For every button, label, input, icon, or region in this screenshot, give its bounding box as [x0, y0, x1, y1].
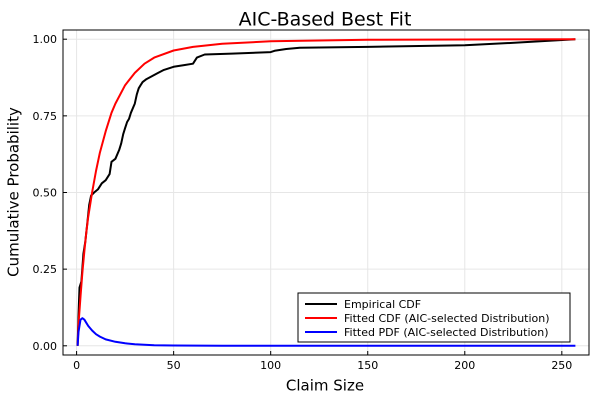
x-tick-label: 250 [551, 359, 572, 372]
y-axis-label: Cumulative Probability [5, 107, 23, 277]
y-tick-label: 1.00 [33, 33, 58, 46]
series-line-2 [76, 38, 576, 346]
legend-label-1: Empirical CDF [344, 298, 421, 311]
x-tick-label: 200 [454, 359, 475, 372]
x-axis-label: Claim Size [286, 377, 364, 395]
x-tick-label: 50 [167, 359, 181, 372]
y-tick-label: 0.75 [33, 110, 58, 123]
y-tick-label: 0.50 [33, 187, 58, 200]
series-lines [76, 38, 576, 347]
x-tick-label: 100 [260, 359, 281, 372]
series-line-3 [76, 317, 576, 347]
legend-label-2: Fitted CDF (AIC-selected Distribution) [344, 312, 550, 325]
legend-label-3: Fitted PDF (AIC-selected Distribution) [344, 326, 549, 339]
chart-title: AIC-Based Best Fit [239, 9, 412, 31]
legend-box [297, 292, 571, 343]
y-axis-ticks: 0.00 0.25 0.50 0.75 1.00 [33, 33, 67, 353]
x-tick-label: 0 [73, 359, 80, 372]
y-tick-label: 0.25 [33, 263, 58, 276]
x-axis-ticks: 0 50 100 150 200 250 [73, 351, 572, 372]
y-tick-label: 0.00 [33, 340, 58, 353]
x-tick-label: 150 [357, 359, 378, 372]
